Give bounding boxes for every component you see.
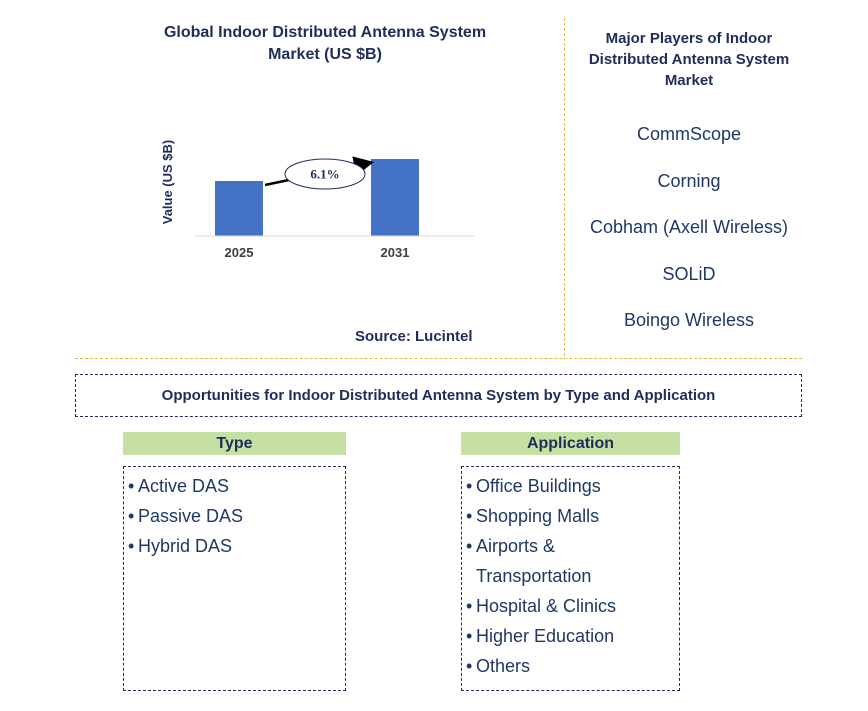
list-item: • Others xyxy=(466,651,679,681)
type-header: Type xyxy=(123,432,346,455)
type-box: • Active DAS • Passive DAS • Hybrid DAS xyxy=(123,466,346,691)
player-item: Corning xyxy=(657,170,721,191)
bullet-icon: • xyxy=(466,596,473,616)
list-item-label: Others xyxy=(476,656,531,676)
list-item: • Passive DAS xyxy=(128,501,345,531)
list-item-label: Higher Education xyxy=(476,626,615,646)
application-list: • Office Buildings • Shopping Malls • Airpo… xyxy=(466,471,679,681)
source-note: Source: Lucintel xyxy=(355,328,473,345)
player-item: SOLiD xyxy=(662,263,716,284)
list-item: • Airports & Transportation xyxy=(466,531,679,591)
bar-chart: 2025 2031 Value (US $B) 6.1% xyxy=(160,140,475,260)
bar-2025 xyxy=(215,181,263,236)
cagr-label: 6.1% xyxy=(310,167,339,182)
player-item: Cobham (Axell Wireless) xyxy=(589,217,789,237)
player-item: Boingo Wireless xyxy=(623,310,755,330)
horizontal-divider xyxy=(75,358,802,359)
players-list: CommScope Corning Cobham (Axell Wireless… xyxy=(574,120,804,353)
list-item: • Shopping Malls xyxy=(466,501,679,531)
opportunities-title: Opportunities for Indoor Distributed Ant… xyxy=(75,374,802,417)
type-list: • Active DAS • Passive DAS • Hybrid DAS xyxy=(128,471,345,561)
bullet-icon: • xyxy=(466,626,473,646)
application-header: Application xyxy=(461,432,680,455)
bullet-icon: • xyxy=(466,656,473,676)
x-tick-label: 2031 xyxy=(381,245,410,260)
list-item-label: Office Buildings xyxy=(476,476,601,496)
bullet-icon: • xyxy=(128,506,135,526)
cagr-ellipse xyxy=(284,158,366,190)
bullet-icon: • xyxy=(128,476,135,496)
list-item-label: Active DAS xyxy=(138,476,230,496)
application-box: • Office Buildings • Shopping Malls • Airpo… xyxy=(461,466,680,691)
chart-title: Global Indoor Distributed Antenna System… xyxy=(163,24,487,63)
list-item: • Active DAS xyxy=(128,471,345,501)
list-item: • Office Buildings xyxy=(466,471,679,501)
list-item-label: Airports & Transportation xyxy=(476,536,592,586)
player-item: CommScope xyxy=(636,124,742,144)
y-axis-label: Value (US $B) xyxy=(160,140,175,225)
bullet-icon: • xyxy=(466,476,473,496)
list-item-label: Hospital & Clinics xyxy=(476,596,617,616)
list-item-label: Hybrid DAS xyxy=(138,536,233,556)
list-item: • Higher Education xyxy=(466,621,679,651)
x-tick-label: 2025 xyxy=(225,245,254,260)
list-item: • Hybrid DAS xyxy=(128,531,345,561)
vertical-divider xyxy=(564,18,565,356)
bar-2031 xyxy=(371,159,419,236)
players-title: Major Players of Indoor Distributed Ante… xyxy=(588,30,790,89)
list-item-label: Passive DAS xyxy=(138,506,244,526)
bullet-icon: • xyxy=(466,506,473,526)
list-item-label: Shopping Malls xyxy=(476,506,600,526)
bullet-icon: • xyxy=(128,536,135,556)
bullet-icon: • xyxy=(466,536,473,556)
list-item: • Hospital & Clinics xyxy=(466,591,679,621)
